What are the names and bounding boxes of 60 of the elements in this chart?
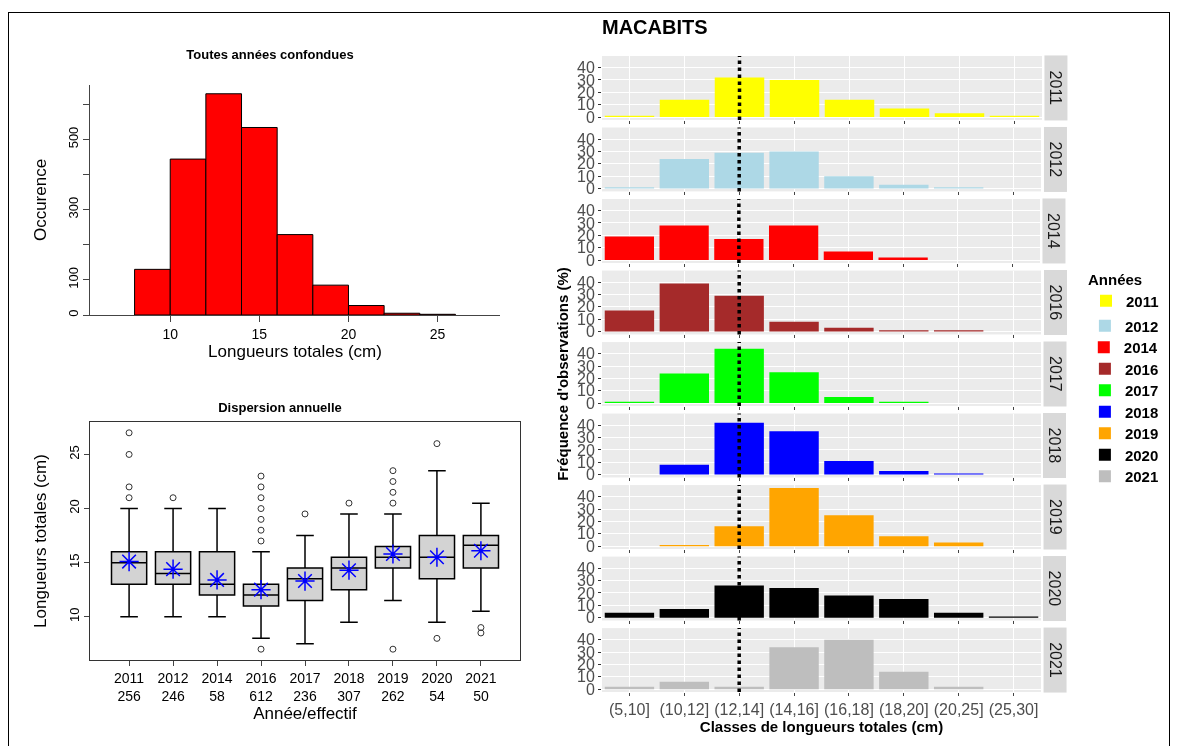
- y-tick-label: 300: [65, 196, 81, 219]
- text: 2016: [1046, 284, 1064, 321]
- text: 2011: [1047, 70, 1065, 106]
- y-axis-title: Fréquence d'observations (%): [554, 267, 572, 481]
- x-tick-label: 2016 612: [245, 669, 277, 704]
- x-tick-label: 2012 246: [157, 669, 189, 704]
- x-tick-label: (20,25]: [933, 701, 984, 719]
- x-tick-label: 2019 262: [377, 669, 409, 704]
- x-tick-label: 15: [251, 325, 268, 342]
- legend-title: Années: [1088, 270, 1143, 288]
- legend-label: 2018: [1124, 403, 1159, 421]
- y-tick-label: 10: [66, 607, 82, 623]
- y-tick-label: 0: [65, 309, 81, 317]
- text: 2020: [1046, 570, 1064, 607]
- x-tick-label: 20: [340, 325, 357, 342]
- x-tick-label: 2014 58: [201, 669, 233, 704]
- x-tick-label: (10,12]: [659, 701, 710, 719]
- text: 2012: [1046, 141, 1064, 178]
- y-axis-title: Longueurs totales (cm): [31, 454, 50, 628]
- y-tick-label: 0: [585, 466, 595, 484]
- legend-label: 2016: [1124, 360, 1159, 378]
- text: 2018: [1046, 427, 1064, 464]
- y-tick-label: 500: [65, 126, 81, 149]
- y-tick-label: 100: [65, 267, 81, 289]
- x-tick-label: 10: [162, 325, 179, 342]
- x-tick-label: 2021 50: [465, 669, 497, 704]
- legend-label: 2014: [1123, 339, 1158, 357]
- x-axis-title: Classes de longueurs totales (cm): [699, 718, 944, 736]
- x-tick-label: (16,18]: [824, 701, 874, 719]
- y-tick-label: 20: [66, 499, 82, 514]
- y-axis-title: Occurence: [31, 158, 50, 242]
- y-tick-label: 0: [585, 323, 595, 341]
- x-tick-label: 2018 307: [333, 669, 365, 704]
- legend-label: 2017: [1124, 382, 1159, 400]
- x-tick-label: 2020 54: [421, 669, 453, 704]
- x-tick-label: (5,10]: [608, 701, 650, 719]
- x-tick-label: 25: [429, 325, 446, 342]
- chart-title: Dispersion annuelle: [218, 399, 342, 415]
- y-tick-label: 25: [66, 445, 82, 460]
- text: 2019: [1046, 499, 1064, 535]
- legend-label: 2020: [1124, 446, 1159, 464]
- x-tick-label: 2017 236: [289, 669, 321, 704]
- chart-title: Toutes années confondues: [186, 47, 354, 63]
- text: 2014: [1045, 213, 1063, 249]
- x-tick-label: 2011 256: [114, 669, 145, 704]
- y-tick-label: 15: [66, 553, 82, 568]
- x-axis-title: Année/effectif: [253, 704, 358, 723]
- y-tick-label: 0: [585, 180, 595, 198]
- text: 2021: [1046, 642, 1064, 678]
- x-tick-label: (25,30]: [988, 701, 1039, 719]
- x-axis-title: Longueurs totales (cm): [208, 342, 382, 362]
- x-tick-label: (14,16]: [769, 701, 819, 719]
- text: 2017: [1046, 356, 1064, 392]
- legend-label: 2012: [1124, 317, 1159, 335]
- legend-label: 2011: [1126, 292, 1159, 310]
- legend-label: 2021: [1124, 468, 1159, 486]
- x-tick-label: (18,20]: [878, 701, 929, 719]
- x-tick-label: (12,14]: [714, 701, 765, 719]
- legend-label: 2019: [1124, 425, 1159, 443]
- chart-title: MACABITS: [602, 16, 708, 39]
